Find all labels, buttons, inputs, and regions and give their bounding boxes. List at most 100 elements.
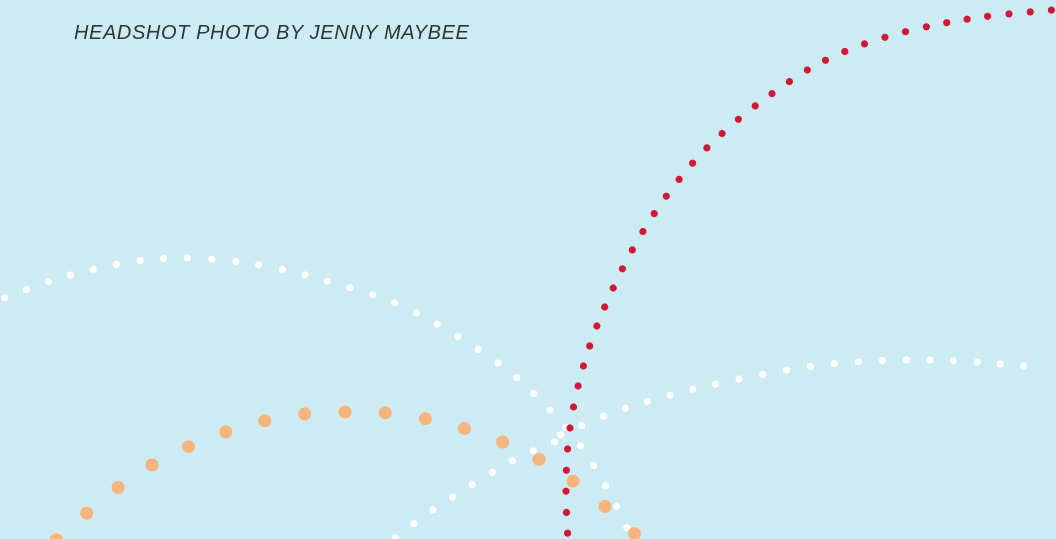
white-dot <box>301 271 309 279</box>
white-dot <box>454 333 462 341</box>
white-dot <box>159 254 168 262</box>
red-dot <box>562 466 571 474</box>
white-dot <box>783 366 791 374</box>
orange-dotted-arc <box>49 405 641 539</box>
white-dot <box>44 278 52 286</box>
white-dot <box>323 277 331 285</box>
white-dot <box>878 356 887 365</box>
orange-dot <box>496 435 510 449</box>
white-dotted-arc-left <box>1 254 631 532</box>
white-dot <box>112 260 120 268</box>
red-dot <box>881 33 889 41</box>
white-dot <box>735 375 743 383</box>
white-dot <box>759 370 767 379</box>
white-dot <box>136 257 144 265</box>
red-dot <box>718 129 726 138</box>
red-dot <box>1005 10 1013 18</box>
white-dot <box>550 438 559 446</box>
white-dot <box>369 291 377 299</box>
orange-dot <box>145 458 159 472</box>
orange-dot <box>532 452 546 466</box>
red-dot <box>609 284 617 292</box>
orange-dot <box>566 474 580 488</box>
white-dot <box>1019 362 1028 370</box>
red-dot <box>564 529 572 537</box>
white-dot <box>529 447 537 455</box>
red-dot <box>586 342 594 350</box>
red-dot <box>821 56 830 64</box>
white-dot <box>689 385 697 393</box>
white-dot <box>278 265 286 274</box>
orange-dot <box>338 405 352 419</box>
red-dot <box>860 40 869 48</box>
white-dot <box>711 380 719 388</box>
orange-dot <box>49 533 63 539</box>
red-dot <box>901 28 910 36</box>
red-dot <box>662 192 670 200</box>
white-dot <box>530 389 538 397</box>
red-dot <box>1047 6 1055 14</box>
orange-dot <box>80 506 94 520</box>
white-dot <box>410 520 418 528</box>
white-dot <box>601 482 610 490</box>
orange-dot <box>298 407 312 421</box>
orange-dot <box>627 527 641 539</box>
orange-dot <box>219 425 233 439</box>
white-dot <box>902 356 911 364</box>
red-dot <box>562 508 571 516</box>
orange-dot <box>457 422 471 435</box>
white-dot <box>66 271 75 279</box>
white-dot <box>429 506 437 514</box>
orange-dot <box>418 412 432 426</box>
white-dot <box>613 502 621 510</box>
red-dot <box>593 322 601 330</box>
white-dot <box>623 524 631 532</box>
red-dot <box>768 90 776 98</box>
white-dot <box>494 359 502 367</box>
white-dot <box>806 362 815 371</box>
white-dot <box>643 397 651 405</box>
red-dot <box>1026 8 1034 16</box>
red-dot <box>564 445 572 453</box>
white-dot <box>578 421 586 430</box>
white-dot <box>577 442 585 450</box>
red-dot <box>618 265 627 273</box>
white-dot <box>1 294 9 302</box>
red-dot <box>639 227 647 236</box>
white-dotted-arc-right <box>557 356 1028 439</box>
white-dot <box>208 255 216 263</box>
white-dot <box>949 357 957 365</box>
white-dot <box>926 356 934 364</box>
red-dot <box>650 210 658 218</box>
orange-dot <box>182 440 195 454</box>
white-dot <box>232 257 240 266</box>
red-dot <box>751 102 759 110</box>
white-dot <box>590 461 598 469</box>
white-dot <box>255 261 263 269</box>
white-dot <box>413 309 421 317</box>
white-dot <box>488 468 496 476</box>
red-dot <box>703 144 711 152</box>
white-dot <box>666 391 674 399</box>
white-dot <box>22 285 30 294</box>
white-dot <box>557 431 565 439</box>
white-dot <box>513 374 521 382</box>
red-dot <box>922 23 931 31</box>
white-dot <box>546 406 554 414</box>
red-dot <box>628 246 636 254</box>
red-dot <box>566 424 574 432</box>
red-dot <box>963 15 971 23</box>
white-dot <box>468 481 476 489</box>
orange-dot <box>258 414 272 428</box>
white-dot <box>600 412 608 420</box>
white-dot <box>183 254 191 262</box>
white-dot <box>854 358 863 366</box>
white-dot <box>621 404 629 412</box>
white-dot <box>474 345 482 353</box>
white-dot <box>996 360 1004 368</box>
red-dot <box>574 382 582 390</box>
red-dot <box>943 19 951 27</box>
red-dot <box>734 115 743 123</box>
